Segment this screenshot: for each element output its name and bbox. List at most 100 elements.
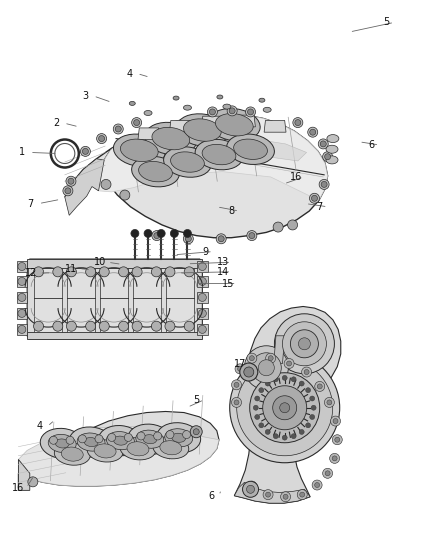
Circle shape [286, 361, 292, 366]
Text: 6: 6 [208, 491, 214, 500]
Circle shape [299, 430, 304, 434]
Polygon shape [197, 261, 208, 272]
Polygon shape [274, 336, 285, 364]
Polygon shape [18, 426, 219, 486]
Polygon shape [234, 482, 310, 503]
Circle shape [234, 382, 239, 387]
Circle shape [323, 152, 332, 161]
Polygon shape [233, 115, 255, 127]
Circle shape [325, 398, 334, 407]
Circle shape [298, 338, 311, 350]
Ellipse shape [165, 429, 193, 447]
Circle shape [284, 359, 294, 368]
Circle shape [335, 437, 340, 442]
Ellipse shape [153, 437, 189, 459]
Circle shape [66, 436, 74, 445]
Circle shape [68, 178, 74, 184]
Circle shape [290, 330, 318, 358]
Text: 7: 7 [317, 202, 323, 212]
Ellipse shape [132, 156, 179, 187]
Circle shape [318, 139, 328, 149]
Circle shape [108, 433, 116, 441]
Polygon shape [166, 268, 194, 332]
Circle shape [184, 267, 194, 277]
Ellipse shape [223, 104, 231, 109]
Ellipse shape [143, 434, 157, 444]
Circle shape [115, 126, 121, 132]
Circle shape [193, 429, 199, 435]
Circle shape [198, 262, 206, 271]
Polygon shape [234, 306, 341, 503]
Circle shape [237, 366, 243, 372]
Circle shape [227, 106, 237, 116]
Circle shape [132, 267, 142, 277]
Circle shape [184, 234, 193, 244]
Circle shape [99, 267, 109, 277]
Circle shape [234, 400, 239, 405]
Ellipse shape [215, 114, 253, 136]
Circle shape [273, 222, 283, 232]
Circle shape [283, 322, 326, 366]
Circle shape [244, 346, 288, 390]
Ellipse shape [61, 447, 83, 461]
Circle shape [18, 262, 26, 271]
Circle shape [49, 436, 57, 445]
Text: 17: 17 [234, 359, 246, 368]
Circle shape [332, 435, 342, 445]
Circle shape [119, 267, 128, 277]
Circle shape [273, 377, 278, 382]
Polygon shape [17, 261, 27, 272]
Circle shape [263, 490, 273, 499]
Circle shape [53, 321, 63, 331]
Circle shape [250, 373, 320, 443]
Circle shape [18, 309, 26, 318]
Ellipse shape [113, 134, 165, 166]
Circle shape [259, 387, 264, 393]
Text: 15: 15 [223, 279, 235, 288]
Circle shape [157, 229, 165, 238]
Circle shape [82, 148, 88, 155]
Circle shape [311, 195, 318, 201]
Circle shape [152, 267, 161, 277]
Ellipse shape [227, 134, 274, 165]
Circle shape [327, 400, 332, 405]
Circle shape [321, 181, 327, 188]
Circle shape [320, 141, 326, 147]
Circle shape [312, 480, 322, 490]
Circle shape [291, 377, 296, 382]
Ellipse shape [94, 444, 116, 458]
Circle shape [247, 109, 254, 115]
Circle shape [282, 435, 287, 440]
Ellipse shape [84, 438, 98, 447]
Circle shape [310, 129, 316, 135]
Text: 6: 6 [368, 140, 374, 150]
Polygon shape [92, 114, 328, 200]
Circle shape [18, 277, 26, 286]
Text: 13: 13 [217, 257, 230, 267]
Circle shape [310, 396, 314, 401]
Polygon shape [17, 324, 27, 335]
Polygon shape [18, 459, 30, 490]
Ellipse shape [160, 441, 182, 455]
Circle shape [119, 321, 128, 331]
Circle shape [317, 384, 322, 389]
Circle shape [101, 180, 111, 189]
Circle shape [132, 118, 141, 127]
Circle shape [230, 353, 340, 463]
Ellipse shape [173, 96, 179, 100]
Circle shape [304, 369, 309, 375]
Ellipse shape [77, 433, 105, 451]
Polygon shape [17, 308, 27, 319]
Ellipse shape [99, 425, 142, 456]
Polygon shape [100, 268, 128, 332]
Ellipse shape [326, 145, 338, 154]
Circle shape [152, 321, 161, 331]
Circle shape [247, 231, 257, 240]
Polygon shape [27, 259, 202, 268]
Circle shape [247, 485, 254, 494]
Text: 9: 9 [202, 247, 208, 256]
Circle shape [273, 434, 278, 439]
Polygon shape [27, 259, 202, 339]
Ellipse shape [327, 134, 339, 143]
Circle shape [229, 108, 235, 114]
